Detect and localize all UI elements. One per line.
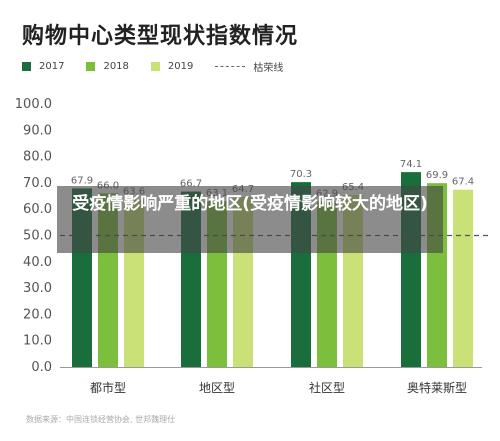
y-tick-label: 80.0 bbox=[23, 150, 52, 165]
legend-swatch-2018 bbox=[86, 61, 96, 71]
legend-dash-baseline bbox=[215, 65, 246, 67]
legend-item-2019: 2019 bbox=[150, 60, 194, 72]
data-label: 66.0 bbox=[97, 180, 119, 191]
x-category-label: 社区型 bbox=[309, 380, 345, 395]
data-label: 70.3 bbox=[290, 169, 312, 180]
y-tick-label: 0.0 bbox=[31, 360, 52, 375]
data-label: 67.4 bbox=[452, 177, 474, 188]
source-note: 数据来源：中国连锁经营协会, 世邦魏理仕 bbox=[26, 415, 176, 424]
x-category-label: 奥特莱斯型 bbox=[407, 380, 467, 395]
data-label: 69.9 bbox=[426, 170, 448, 181]
legend-item-2017: 2017 bbox=[22, 61, 64, 72]
y-tick-label: 100.0 bbox=[15, 97, 52, 112]
bar bbox=[453, 189, 473, 367]
legend-label-2018: 2018 bbox=[103, 60, 129, 72]
legend-label-2019: 2019 bbox=[167, 60, 194, 72]
y-tick-label: 70.0 bbox=[23, 176, 52, 191]
legend-swatch-2017 bbox=[22, 61, 31, 71]
chart-title: 购物中心类型现状指数情况 bbox=[22, 24, 299, 49]
x-category-label: 都市型 bbox=[90, 380, 126, 395]
watermark-overlay bbox=[57, 186, 443, 253]
x-category-label: 地区型 bbox=[199, 381, 235, 395]
data-label: 66.7 bbox=[180, 179, 202, 190]
y-tick-label: 60.0 bbox=[23, 202, 52, 217]
y-tick-label: 90.0 bbox=[23, 123, 52, 138]
y-tick-label: 50.0 bbox=[23, 229, 52, 244]
data-label: 74.1 bbox=[400, 159, 422, 170]
legend: 2017 2018 2019 枯荣线 bbox=[22, 58, 305, 74]
legend-item-baseline: 枯荣线 bbox=[215, 59, 283, 74]
y-tick-label: 40.0 bbox=[23, 255, 52, 270]
legend-label-2017: 2017 bbox=[39, 60, 65, 72]
legend-item-2018: 2018 bbox=[86, 60, 129, 72]
y-tick-label: 30.0 bbox=[23, 281, 52, 296]
y-tick-label: 10.0 bbox=[23, 334, 52, 349]
legend-label-baseline: 枯荣线 bbox=[253, 62, 284, 74]
data-label: 67.9 bbox=[71, 175, 93, 186]
y-tick-label: 20.0 bbox=[23, 307, 52, 322]
legend-swatch-2019 bbox=[150, 61, 160, 71]
overlay-text: 受疫情影响严重的地区(受疫情影响较大的地区) bbox=[72, 194, 428, 214]
